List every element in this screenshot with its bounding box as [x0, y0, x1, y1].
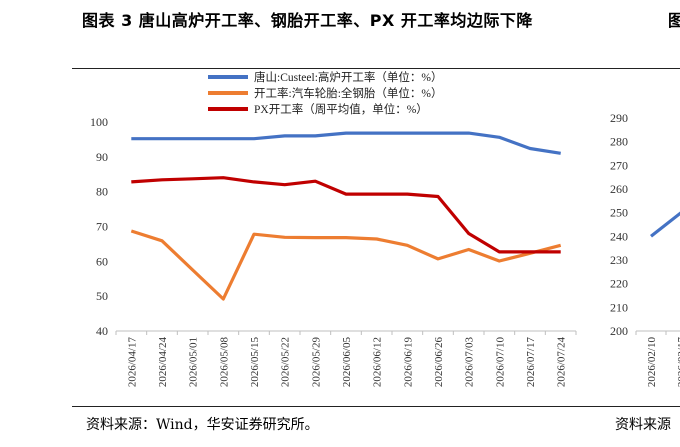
- y-tick-label: 230: [610, 253, 628, 267]
- x-tick-label: 2026/05/29: [310, 337, 322, 388]
- x-tick-label: 2026/06/05: [341, 337, 353, 388]
- x-tick-label: 2026/02/10: [646, 337, 658, 388]
- y-tick-label: 240: [610, 229, 628, 243]
- x-tick-label: 2026/04/24: [157, 337, 169, 388]
- y-tick-label: 100: [90, 115, 108, 129]
- bottom-rule: [72, 406, 680, 407]
- series-line-1: [131, 131, 561, 155]
- x-tick-label: 2026/07/03: [464, 337, 476, 388]
- source-note-right: 资料来源: [615, 417, 671, 433]
- x-tick-label: 2026/05/22: [280, 337, 292, 387]
- y-tick-label: 200: [610, 324, 628, 338]
- x-tick-label: 2026/07/17: [525, 337, 537, 388]
- y-tick-label: 210: [610, 300, 628, 314]
- right-chart: 200 210 220 230 240 250 260 270 280 290 2026/02/10…: [610, 111, 680, 387]
- y-tick-label: 70: [96, 220, 108, 234]
- figure-title: 图表 3 唐山高炉开工率、钢胎开工率、PX 开工率均边际下降: [82, 11, 533, 30]
- y-tick-label: 50: [96, 289, 108, 303]
- x-tick-label: 2026/06/26: [433, 337, 445, 388]
- y-tick-label: 290: [610, 111, 628, 125]
- y-tick-label: 40: [96, 324, 108, 338]
- legend-label-2: 开工率:汽车轮胎:全钢胎（单位：%）: [254, 86, 442, 100]
- x-tick-label: 2026/05/08: [218, 337, 230, 388]
- x-tick-label: 2026/05/15: [249, 337, 261, 388]
- y-tick-label: 260: [610, 182, 628, 196]
- x-tick-label: 2026/06/19: [402, 337, 414, 388]
- x-tick-label: 2026/04/17: [126, 337, 138, 388]
- top-rule: [72, 68, 680, 69]
- legend-label-1: 唐山:Custeel:高炉开工率（单位：%）: [254, 70, 442, 84]
- x-tick-label: 2026/07/10: [494, 337, 506, 388]
- figure-title-right: 图: [668, 11, 680, 30]
- x-tick-label: 2026/02/17: [676, 337, 680, 388]
- y-tick-label: 250: [610, 206, 628, 220]
- legend-label-3: PX开工率（周平均值，单位：%）: [254, 102, 428, 116]
- x-tick-label: 2026/07/24: [556, 337, 568, 388]
- source-note: 资料来源：Wind，华安证券研究所。: [86, 417, 319, 433]
- y-tick-label: 220: [610, 277, 628, 291]
- y-tick-label: 80: [96, 185, 108, 199]
- x-tick-label: 2026/06/12: [372, 337, 384, 387]
- left-chart: 40 50 60 70 80 90 100 2026/04/17 2026/04/24 2026/…: [90, 70, 577, 388]
- y-tick-label: 270: [610, 158, 628, 172]
- series-line-3: [131, 176, 561, 254]
- y-tick-label: 60: [96, 254, 108, 268]
- series-line-2: [130, 229, 562, 301]
- x-tick-label: 2026/05/01: [188, 337, 200, 387]
- y-tick-label: 280: [610, 135, 628, 149]
- y-tick-label: 90: [96, 150, 108, 164]
- series-line-1: [650, 211, 680, 238]
